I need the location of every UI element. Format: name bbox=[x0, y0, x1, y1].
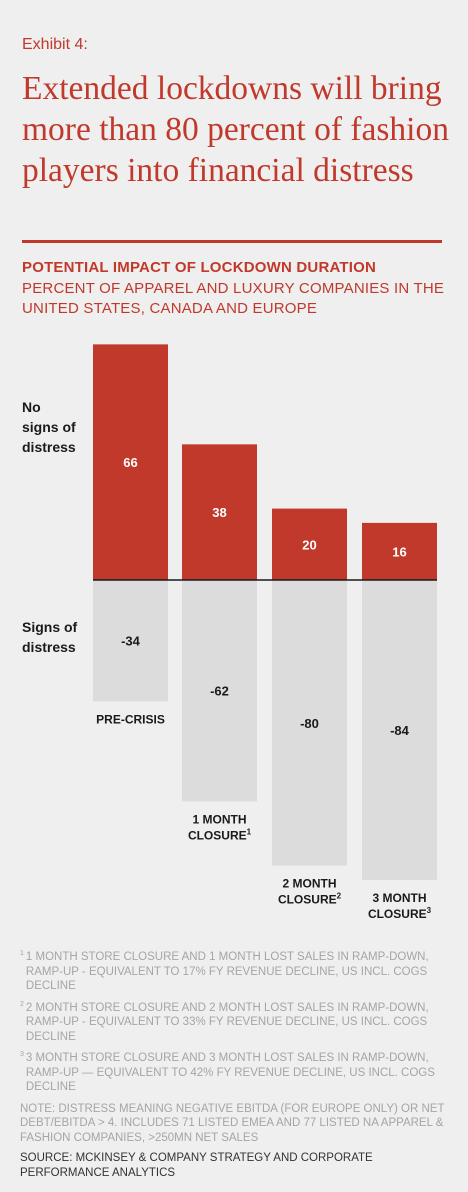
value-label-no-distress-2: 20 bbox=[302, 537, 316, 552]
bar-distress-3 bbox=[362, 580, 437, 880]
category-label-0: PRE-CRISIS bbox=[96, 712, 165, 726]
footnote-3: 3 3 MONTH STORE CLOSURE AND 3 MONTH LOST… bbox=[20, 1051, 450, 1095]
page-title: Extended lockdowns will bring more than … bbox=[22, 70, 449, 189]
footnote-3-mark: 3 bbox=[20, 1051, 24, 1058]
category-label-3: 3 MONTH CLOSURE3 bbox=[368, 891, 432, 921]
chart-source: SOURCE: MCKINSEY & COMPANY STRATEGY AND … bbox=[20, 1152, 373, 1179]
footnote-1-mark: 1 bbox=[20, 950, 24, 957]
footnote-3-text: 3 MONTH STORE CLOSURE AND 3 MONTH LOST S… bbox=[25, 1052, 435, 1093]
value-label-no-distress-1: 38 bbox=[212, 505, 226, 520]
exhibit-label: Exhibit 4: bbox=[22, 36, 88, 53]
bar-distress-2 bbox=[272, 580, 347, 866]
footnote-2-text: 2 MONTH STORE CLOSURE AND 2 MONTH LOST S… bbox=[25, 1001, 429, 1043]
chart-note: NOTE: DISTRESS MEANING NEGATIVE EBITDA (… bbox=[20, 1102, 445, 1144]
bar-no-distress-3 bbox=[362, 522, 437, 580]
chart-subtitle: PERCENT OF APPAREL AND LUXURY COMPANIES … bbox=[22, 280, 445, 317]
bar-distress-1 bbox=[182, 580, 257, 802]
footnote-1: 1 1 MONTH STORE CLOSURE AND 1 MONTH LOST… bbox=[20, 950, 450, 994]
footnote-2: 2 2 MONTH STORE CLOSURE AND 2 MONTH LOST… bbox=[20, 1001, 450, 1045]
chart-title: POTENTIAL IMPACT OF LOCKDOWN DURATION bbox=[22, 259, 377, 276]
category-label-1: 1 MONTH CLOSURE1 bbox=[188, 812, 252, 842]
value-label-no-distress-0: 66 bbox=[123, 455, 137, 470]
bar-no-distress-2 bbox=[272, 508, 347, 580]
value-label-distress-1: -62 bbox=[210, 684, 229, 699]
footnote-2-mark: 2 bbox=[20, 1000, 24, 1008]
bar-no-distress-1 bbox=[182, 444, 257, 580]
value-label-no-distress-3: 16 bbox=[392, 544, 406, 559]
footnote-1-text: 1 MONTH STORE CLOSURE AND 1 MONTH LOST S… bbox=[25, 951, 429, 992]
value-label-distress-2: -80 bbox=[300, 716, 319, 731]
bar-chart: No signs of distress Signs of distress 66 -34 P… bbox=[22, 344, 437, 921]
category-label-2: 2 MONTH CLOSURE2 bbox=[278, 877, 342, 907]
footnotes: 1 1 MONTH STORE CLOSURE AND 1 MONTH LOST… bbox=[20, 950, 450, 1180]
title-divider bbox=[22, 240, 442, 243]
series-label-distress: Signs of distress bbox=[22, 619, 78, 655]
bar-distress-0 bbox=[93, 580, 168, 702]
bar-no-distress-0 bbox=[93, 344, 168, 580]
series-label-no-distress: No signs of distress bbox=[22, 399, 76, 455]
value-label-distress-3: -84 bbox=[390, 723, 410, 738]
value-label-distress-0: -34 bbox=[121, 634, 141, 649]
